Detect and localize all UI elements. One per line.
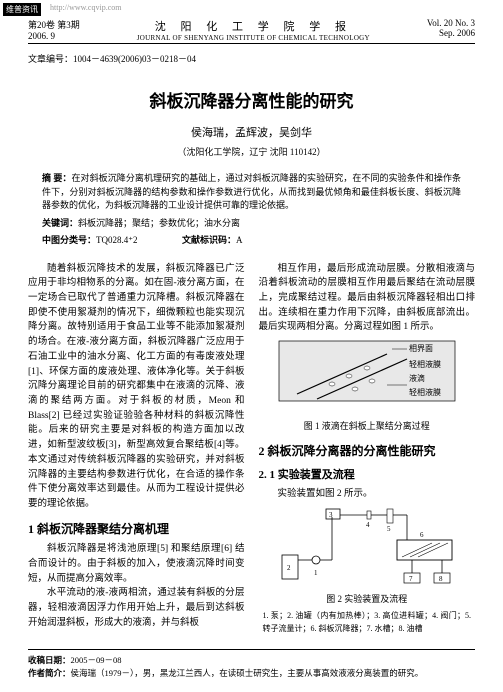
header-date-left: 2006. 9: [28, 31, 80, 41]
fig1-label-d: 轻相液膜: [409, 387, 441, 397]
keywords-line: 关键词：斜板沉降器；聚结；参数优化；油水分离: [42, 217, 461, 231]
author-bio-text: 侯海瑞（1979－），男，黑龙江兰西人，在读硕士研究生，主要从事高效液液分离装置…: [71, 668, 424, 678]
right-intro-paragraph: 相互作用，最后形成流动层膜。分散相液滴与沿着斜板流动的层膜相互作用最后聚结在流动…: [259, 262, 476, 336]
doc-code-value: A: [236, 235, 243, 245]
section-2-1-p1: 实验装置如图 2 所示。: [259, 487, 476, 502]
journal-name-cn: 沈 阳 化 工 学 院 学 报: [137, 18, 370, 34]
watermark-bar: 维普资讯: [3, 3, 41, 16]
section-1-p1: 斜板沉降器是将浅池原理[5] 和聚结原理[6] 结合而设计的。由于斜板的加入，使…: [28, 542, 245, 586]
article-id-label: 文章编号：: [28, 54, 73, 64]
svg-text:8: 8: [439, 575, 443, 583]
header-right: Vol. 20 No. 3 Sep. 2006: [427, 18, 475, 42]
header-vol-right: Vol. 20 No. 3: [427, 18, 475, 28]
received-label: 收稿日期：: [28, 655, 71, 665]
clc-label: 中图分类号：: [42, 235, 96, 245]
author-bio-line: 作者简介：侯海瑞（1979－），男，黑龙江兰西人，在读硕士研究生，主要从事高效液…: [28, 667, 475, 680]
svg-text:5: 5: [387, 525, 391, 533]
svg-text:4: 4: [366, 521, 370, 529]
abstract-line: 摘 要：在对斜板沉降分离机理研究的基础上，通过对斜板沉降器的实验研究，在不同的实…: [42, 172, 461, 213]
clc-value: TQ028.4⁺2: [96, 235, 138, 245]
figure-1: 相界面 轻相液膜 液滴 轻相液膜 图 1 液滴在斜板上聚结分离过程: [259, 339, 476, 434]
journal-header: 第20卷 第3期 2006. 9 沈 阳 化 工 学 院 学 报 JOURNAL…: [28, 18, 475, 44]
abstract-text: 在对斜板沉降分离机理研究的基础上，通过对斜板沉降器的实验研究，在不同的实验条件和…: [42, 173, 461, 210]
received-date-line: 收稿日期：2005－09－08: [28, 654, 475, 667]
article-id-value: 1004－4639(2006)03－0218－04: [73, 54, 196, 64]
authors: 侯海瑞，孟辉波，吴剑华: [28, 124, 475, 140]
figure-1-caption: 图 1 液滴在斜板上聚结分离过程: [259, 420, 476, 434]
figure-2-legend: 1. 泵；2. 油罐（内有加热棒）；3. 高位进料罐；4. 阀门；5. 转子流量…: [259, 610, 476, 635]
clc-line: 中图分类号：TQ028.4⁺2 文献标识码：A: [42, 234, 461, 248]
keywords-text: 斜板沉降器；聚结；参数优化；油水分离: [78, 218, 240, 228]
svg-text:7: 7: [409, 575, 413, 583]
section-2-1-heading: 2. 1 实验装置及流程: [259, 467, 476, 484]
figure-2-caption: 图 2 实验装置及流程: [259, 593, 476, 607]
header-center: 沈 阳 化 工 学 院 学 报 JOURNAL OF SHENYANG INST…: [137, 18, 370, 42]
abstract-block: 摘 要：在对斜板沉降分离机理研究的基础上，通过对斜板沉降器的实验研究，在不同的实…: [42, 172, 461, 248]
article-id-line: 文章编号：1004－4639(2006)03－0218－04: [28, 52, 475, 65]
footnotes: 收稿日期：2005－09－08 作者简介：侯海瑞（1979－），男，黑龙江兰西人…: [28, 649, 475, 680]
right-column: 相互作用，最后形成流动层膜。分散相液滴与沿着斜板流动的层膜相互作用最后聚结在流动…: [259, 262, 476, 640]
fig1-label-a: 相界面: [409, 343, 433, 353]
section-1-heading: 1 斜板沉降器聚结分离机理: [28, 520, 245, 539]
header-left: 第20卷 第3期 2006. 9: [28, 18, 80, 42]
body-columns: 随着斜板沉降技术的发展，斜板沉降器已广泛应用于非均相物系的分离。如在固-液分离方…: [28, 262, 475, 640]
author-bio-label: 作者简介：: [28, 668, 71, 678]
svg-text:2: 2: [287, 564, 291, 572]
figure-1-svg: 相界面 轻相液膜 液滴 轻相液膜: [277, 339, 457, 417]
doc-code-label: 文献标识码：: [182, 235, 236, 245]
header-date-right: Sep. 2006: [427, 28, 475, 38]
affiliation: （沈阳化工学院，辽宁 沈阳 110142）: [28, 145, 475, 158]
watermark-url: http://www.cqvip.com: [50, 3, 121, 12]
article-title: 斜板沉降器分离性能的研究: [28, 87, 475, 112]
svg-text:1: 1: [314, 569, 318, 577]
left-column: 随着斜板沉降技术的发展，斜板沉降器已广泛应用于非均相物系的分离。如在固-液分离方…: [28, 262, 245, 640]
keywords-label: 关键词：: [42, 218, 78, 228]
fig1-label-c: 液滴: [409, 373, 425, 383]
figure-2: 2 1 3 4 5: [259, 505, 476, 635]
received-date: 2005－09－08: [71, 655, 122, 665]
fig1-label-b: 轻相液膜: [409, 359, 441, 369]
journal-name-en: JOURNAL OF SHENYANG INSTITUTE OF CHEMICA…: [137, 34, 370, 42]
header-vol-issue: 第20卷 第3期: [28, 18, 80, 31]
svg-text:6: 6: [420, 531, 424, 539]
section-2-heading: 2 斜板沉降分离器的分离性能研究: [259, 442, 476, 461]
intro-paragraph: 随着斜板沉降技术的发展，斜板沉降器已广泛应用于非均相物系的分离。如在固-液分离方…: [28, 262, 245, 512]
abstract-label: 摘 要：: [42, 173, 72, 183]
page: 第20卷 第3期 2006. 9 沈 阳 化 工 学 院 学 报 JOURNAL…: [0, 0, 503, 692]
section-1-p2: 水平流动的液-液两相流，通过装有斜板的分层器，轻相液滴因浮力作用开始上升，最后到…: [28, 586, 245, 630]
svg-text:3: 3: [329, 511, 333, 519]
figure-2-svg: 2 1 3 4 5: [272, 505, 462, 590]
